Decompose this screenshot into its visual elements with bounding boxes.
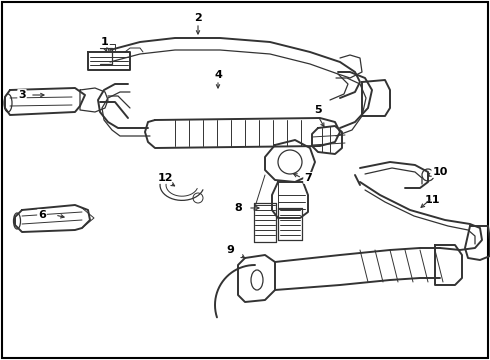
Text: 10: 10 <box>432 167 448 177</box>
Text: 8: 8 <box>234 203 242 213</box>
Text: 1: 1 <box>101 37 109 47</box>
Text: 6: 6 <box>38 210 46 220</box>
Text: 7: 7 <box>304 173 312 183</box>
Text: 12: 12 <box>157 173 173 183</box>
Text: 9: 9 <box>226 245 234 255</box>
Text: 3: 3 <box>18 90 26 100</box>
Text: 11: 11 <box>424 195 440 205</box>
Text: 2: 2 <box>194 13 202 23</box>
Text: 4: 4 <box>214 70 222 80</box>
Text: 5: 5 <box>314 105 322 115</box>
